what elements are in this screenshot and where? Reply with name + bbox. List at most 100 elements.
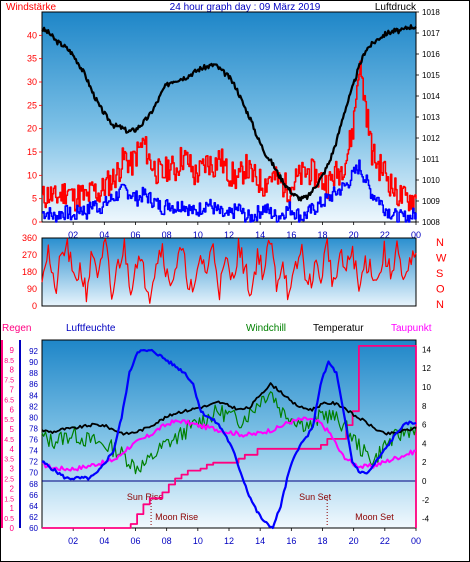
rain-tick-label: 5 <box>10 425 15 434</box>
wind-pressure-plot-area <box>41 11 417 223</box>
temperature-tick-label: 6 <box>422 421 427 430</box>
rain-tick-label: 3 <box>10 465 15 474</box>
windchill-label: Windchill <box>246 323 286 334</box>
wind-series-line <box>42 159 417 223</box>
rain-tick-label: 8.5 <box>4 358 14 365</box>
humidity-tick-label: 66 <box>29 491 38 500</box>
x-tick-label: 04 <box>99 230 109 240</box>
rain-tick-label: 4 <box>10 445 15 454</box>
dewpoint-label: Taupunkt <box>391 323 432 334</box>
pressure-tick-label: 1008 <box>422 218 440 227</box>
temperature-humidity-series <box>41 345 417 530</box>
wind-tick-label: 10 <box>27 170 37 180</box>
pressure-axis-ticks: 1008 1009 1010 1011 1012 1013 1014 1015 1016 1017… <box>416 8 440 227</box>
temperature-tick-label: 14 <box>422 345 431 354</box>
x-tick-label: 00 <box>411 230 421 240</box>
rain-tick-label: 0.5 <box>4 516 14 523</box>
x-tick-label: 02 <box>68 536 78 546</box>
wind-tick-label: 20 <box>27 124 37 134</box>
direction-tick-label: 180 <box>22 267 37 277</box>
pressure-tick-label: 1013 <box>422 113 440 122</box>
humidity-tick-label: 78 <box>29 424 38 433</box>
rain-tick-label: 9 <box>10 346 15 355</box>
temperature-tick-label: 8 <box>422 402 427 411</box>
direction-axis-ticks: 0 90 180 270 360 <box>22 233 37 311</box>
x-tick-label: 12 <box>224 230 234 240</box>
rain-tick-label: 3.5 <box>4 457 14 464</box>
humidity-tick-label: 92 <box>29 347 38 356</box>
humidity-tick-label: 68 <box>29 480 38 489</box>
pressure-tick-label: 1011 <box>422 155 440 164</box>
compass-label: N <box>436 237 444 249</box>
pressure-axis-title: Luftdruck <box>375 2 417 13</box>
wind-direction-series <box>41 238 417 304</box>
wind-axis-ticks: 0 5 10 15 20 25 30 35 40 <box>27 30 42 227</box>
humidity-tick-label: 86 <box>29 380 38 389</box>
rain-axis-title: Regen <box>2 323 31 334</box>
wind-tick-label: 0 <box>32 217 37 227</box>
sun-moon-annotations: Sun Rise Moon Rise Sun Set Moon Set <box>127 492 394 527</box>
rain-tick-label: 8 <box>10 366 15 375</box>
rain-tick-label: 4.5 <box>4 437 14 444</box>
rain-tick-label: 1.5 <box>4 496 14 503</box>
humidity-tick-label: 80 <box>29 413 38 422</box>
annotation-label: Sun Rise <box>127 492 164 502</box>
x-tick-label: 16 <box>286 536 296 546</box>
temperature-label: Temperatur <box>313 323 364 334</box>
humidity-tick-label: 70 <box>29 469 38 478</box>
rain-tick-label: 7.5 <box>4 378 14 385</box>
direction-tick-label: 0 <box>32 301 37 311</box>
wind-tick-label: 30 <box>27 77 37 87</box>
windchill-series-line <box>41 391 417 475</box>
x-tick-label: 22 <box>380 230 390 240</box>
temperature-tick-label: 10 <box>422 383 431 392</box>
x-tick-label: 20 <box>349 230 359 240</box>
annotation-label: Moon Set <box>355 512 394 522</box>
compass-label: N <box>436 299 444 311</box>
x-tick-label: 06 <box>130 230 140 240</box>
rain-tick-label: 2.5 <box>4 477 14 484</box>
x-tick-label: 08 <box>162 536 172 546</box>
annotation-label: Moon Rise <box>155 512 198 522</box>
humidity-tick-label: 84 <box>29 391 38 400</box>
pressure-tick-label: 1017 <box>422 29 440 38</box>
compass-label: S <box>436 268 443 280</box>
humidity-tick-label: 82 <box>29 402 38 411</box>
pressure-tick-label: 1012 <box>422 134 440 143</box>
wind-tick-label: 25 <box>27 100 37 110</box>
rain-tick-label: 6.5 <box>4 397 14 404</box>
pressure-series-line <box>41 24 417 202</box>
pressure-tick-label: 1016 <box>422 50 440 59</box>
wind-tick-label: 40 <box>27 30 37 40</box>
time-axis-ticks-lower: 02 04 06 08 10 12 14 16 18 20 22 00 <box>68 528 421 546</box>
compass-label: O <box>436 284 445 296</box>
rain-tick-label: 0 <box>10 524 15 533</box>
x-tick-label: 00 <box>411 536 421 546</box>
temperature-tick-label: 2 <box>422 458 427 467</box>
humidity-tick-label: 76 <box>29 436 38 445</box>
pressure-tick-label: 1014 <box>422 92 440 101</box>
humidity-axis-title: Luftfeuchte <box>66 323 116 334</box>
pressure-tick-label: 1018 <box>422 8 440 17</box>
wind-tick-label: 15 <box>27 147 37 157</box>
chart-title: 24 hour graph day : 09 März 2019 <box>170 2 321 13</box>
wind-direction-series-line <box>41 238 417 304</box>
rain-axis-ticks: 00.5 11.5 22.5 33.5 44.5 55.5 66.5 77.5 88.5 9 <box>4 346 14 533</box>
temperature-tick-label: 12 <box>422 364 431 373</box>
temperature-tick-label: 0 <box>422 477 427 486</box>
humidity-tick-label: 74 <box>29 447 38 456</box>
x-tick-label: 10 <box>193 230 203 240</box>
compass-label: W <box>436 253 447 265</box>
x-tick-label: 22 <box>380 536 390 546</box>
direction-tick-label: 90 <box>27 284 37 294</box>
x-tick-label: 02 <box>68 230 78 240</box>
temperature-tick-label: -4 <box>422 515 430 524</box>
humidity-tick-label: 88 <box>29 369 38 378</box>
rain-series-line <box>42 345 417 529</box>
wind-tick-label: 5 <box>32 194 37 204</box>
humidity-tick-label: 64 <box>29 502 38 511</box>
pressure-tick-label: 1015 <box>422 71 440 80</box>
pressure-tick-label: 1010 <box>422 176 440 185</box>
